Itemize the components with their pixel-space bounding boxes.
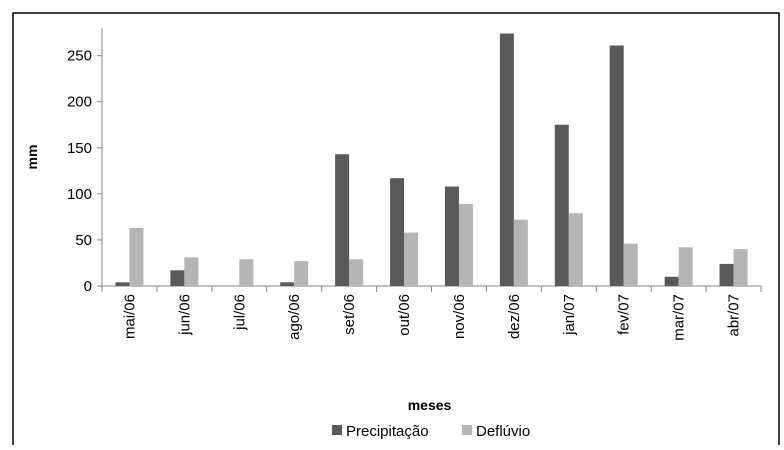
bar-Precipitação	[335, 154, 350, 286]
x-axis-ticks: mai/06 jun/06 jul/06 ago/06 set/06 out/06 nov/…	[101, 286, 762, 341]
legend-label: Precipitação	[346, 423, 429, 440]
x-tick-label: jun/06	[176, 294, 193, 336]
bar-Precipitação	[664, 276, 679, 286]
y-axis-label: mm	[24, 145, 40, 170]
bar-Precipitação	[719, 263, 734, 286]
bars	[115, 33, 748, 287]
x-axis-label: meses	[408, 397, 452, 413]
x-tick-label: jul/06	[231, 294, 248, 331]
bar-Deflúvio	[184, 257, 199, 286]
bar-Deflúvio	[239, 259, 254, 286]
legend: Precipitação Deflúvio	[332, 423, 530, 440]
y-tick-label: 250	[67, 48, 92, 65]
bar-Precipitação	[280, 282, 295, 286]
x-tick-label: ago/06	[286, 294, 303, 340]
x-tick-label: set/06	[341, 294, 358, 335]
bar-Deflúvio	[623, 243, 638, 286]
bar-Precipitação	[390, 178, 405, 286]
legend-label: Deflúvio	[476, 423, 530, 440]
bar-Deflúvio	[349, 259, 364, 286]
y-tick-label: 100	[67, 186, 92, 203]
bar-Precipitação	[170, 270, 185, 286]
bar-Deflúvio	[678, 247, 693, 286]
x-tick-label: mar/07	[671, 294, 688, 341]
y-tick-label: 0	[84, 278, 92, 295]
bar-Deflúvio	[568, 213, 583, 286]
y-axis-ticks: 0 50 100 150 200 250	[67, 48, 102, 295]
bar-Deflúvio	[513, 219, 528, 286]
y-tick-label: 200	[67, 94, 92, 111]
bar-Deflúvio	[733, 249, 748, 286]
x-tick-label: mai/06	[121, 294, 138, 339]
y-tick-label: 50	[75, 232, 92, 249]
bar-Precipitação	[444, 186, 459, 286]
bar-Deflúvio	[129, 227, 144, 286]
bar-Deflúvio	[294, 261, 309, 286]
x-tick-label: fev/07	[616, 294, 633, 335]
legend-swatch	[332, 425, 342, 435]
x-tick-label: out/06	[396, 294, 413, 336]
bar-Precipitação	[499, 33, 514, 287]
y-tick-label: 150	[67, 140, 92, 157]
bar-Precipitação	[115, 282, 130, 286]
x-tick-label: nov/06	[451, 294, 468, 339]
x-tick-label: abr/07	[726, 294, 743, 337]
bar-Precipitação	[554, 124, 569, 286]
legend-swatch	[462, 425, 472, 435]
bar-Precipitação	[609, 45, 624, 286]
x-tick-label: dez/06	[506, 294, 523, 339]
bar-Deflúvio	[458, 203, 473, 286]
x-tick-label: jan/07	[561, 294, 578, 336]
bar-Deflúvio	[404, 232, 419, 286]
